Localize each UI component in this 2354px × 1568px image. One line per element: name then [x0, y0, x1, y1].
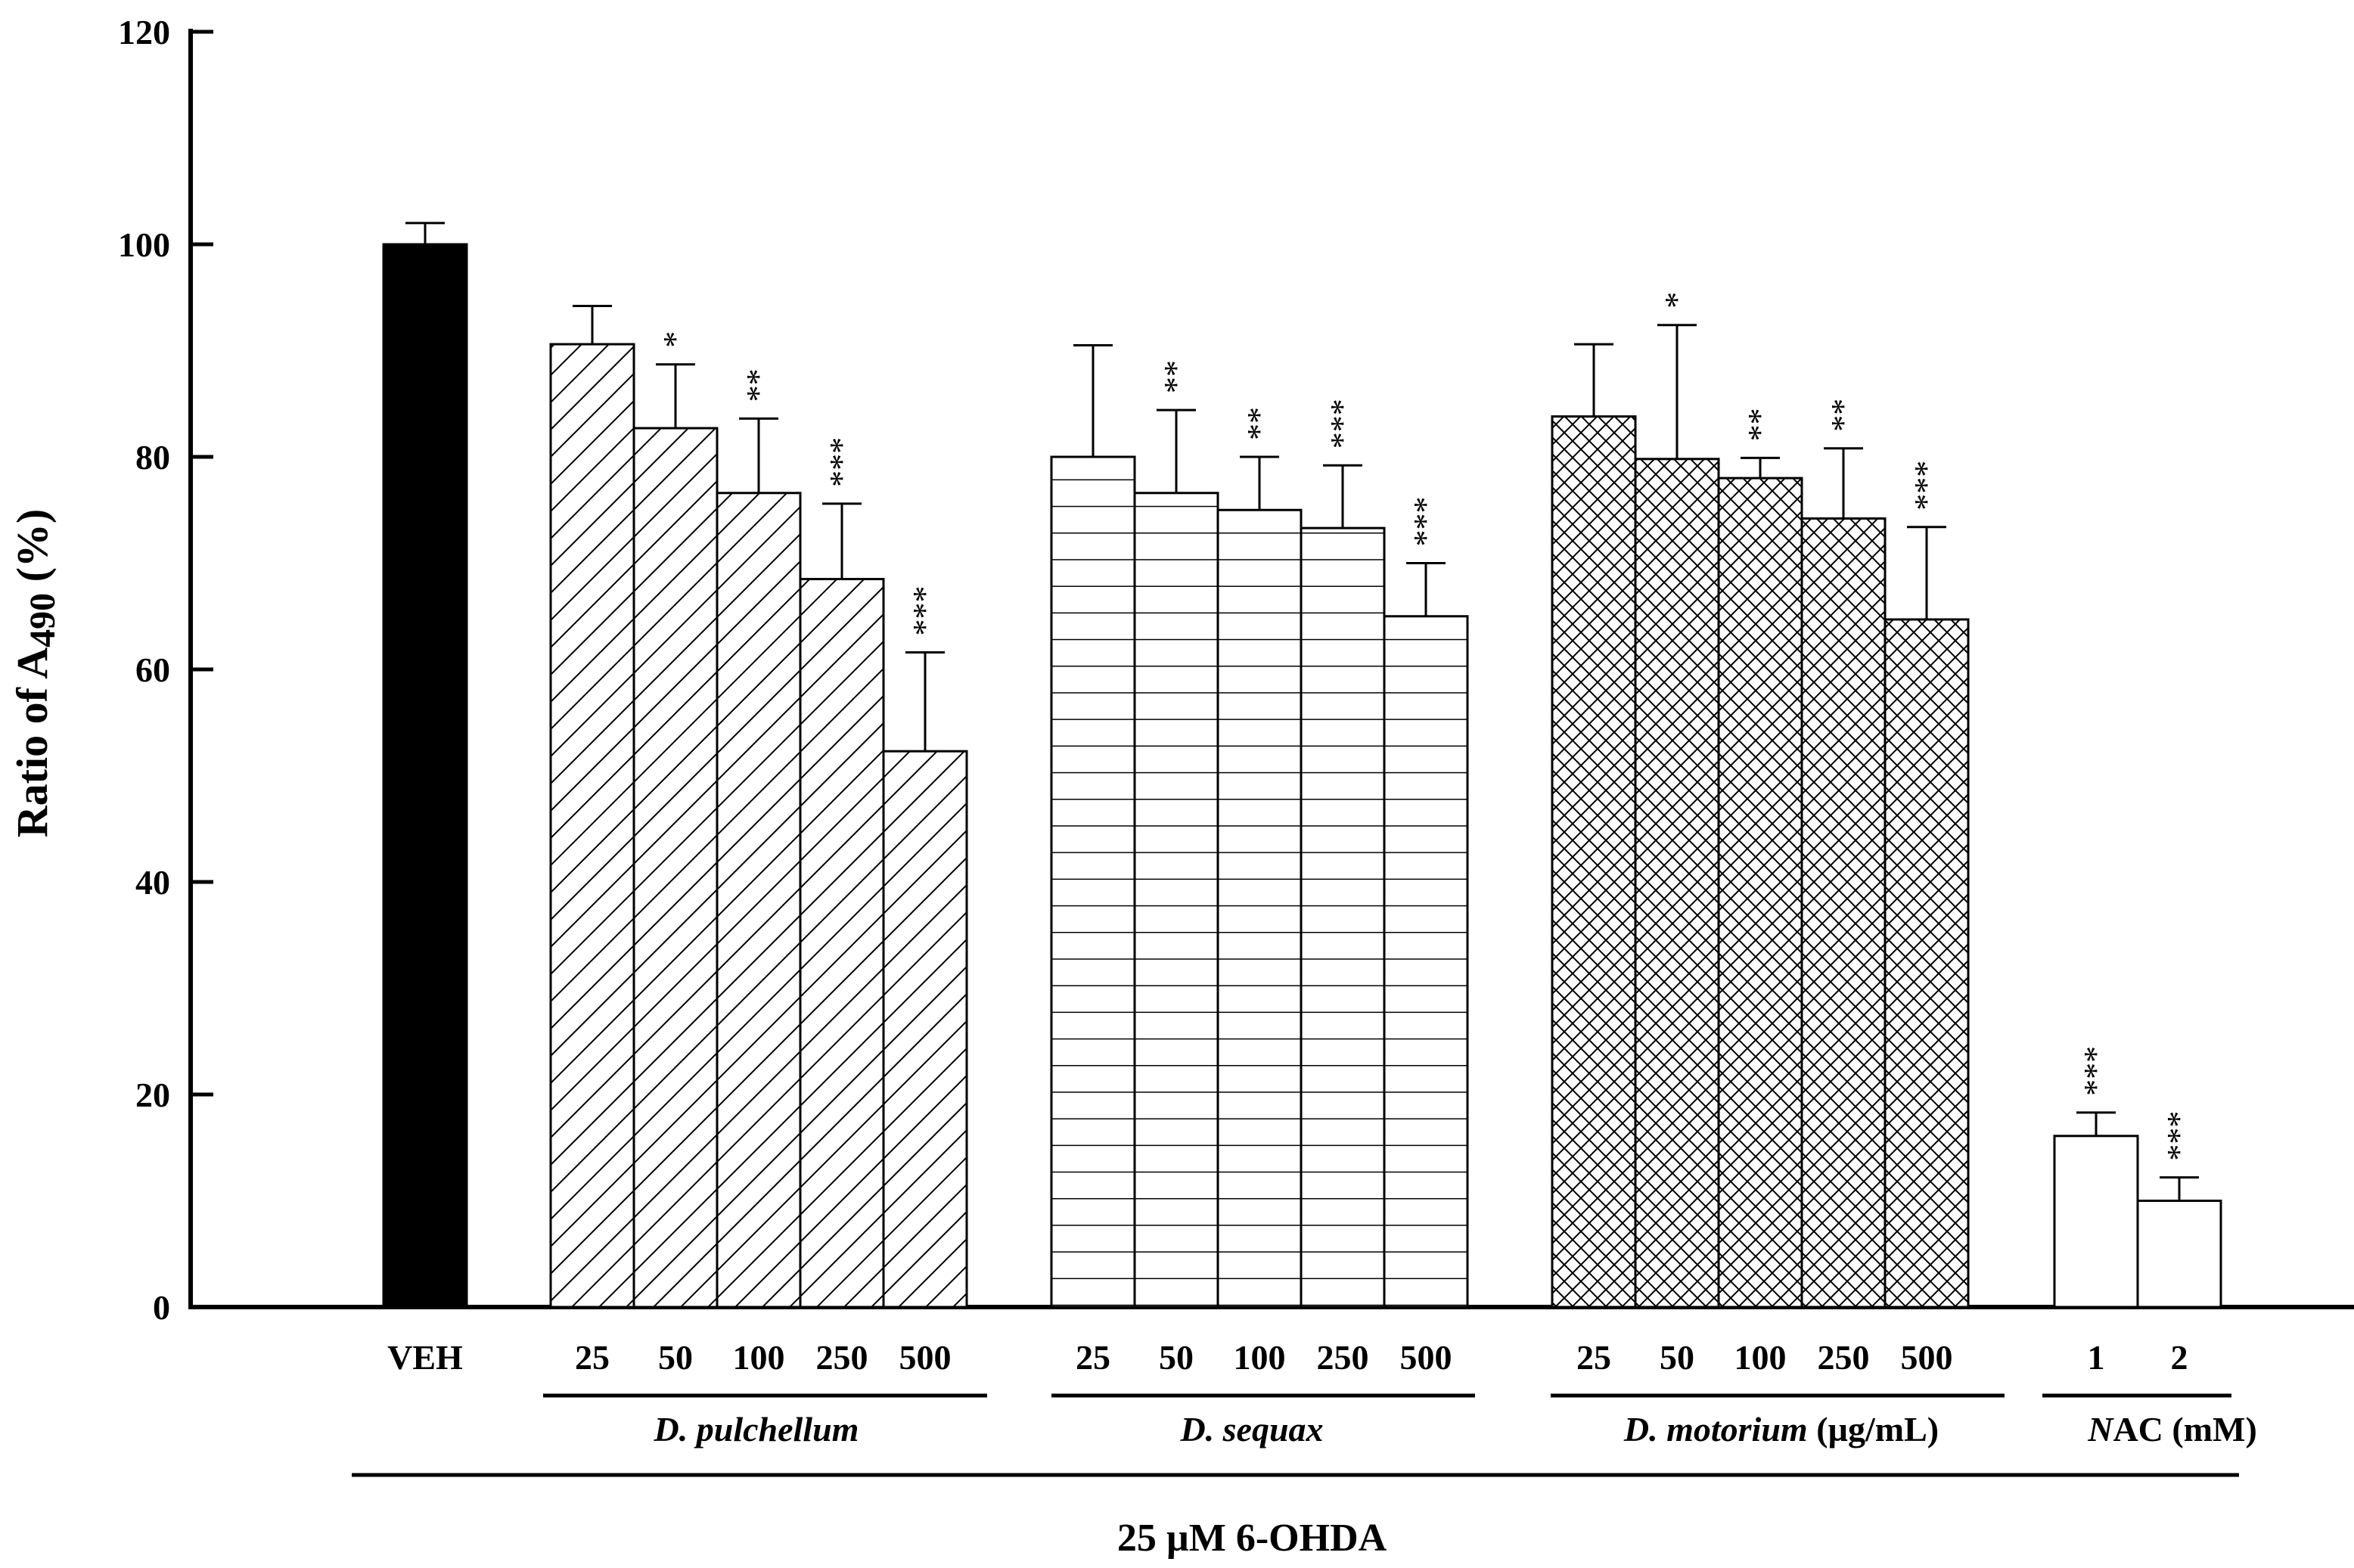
significance-marker: **: [1825, 399, 1862, 432]
axes: 0 20 40 60 80 100 120: [118, 13, 2354, 1327]
group-label: NAC (mM): [2087, 1410, 2257, 1448]
category-label: 250: [1317, 1338, 1369, 1377]
bar: [1551, 415, 1637, 1309]
treatment-label: 25 µM 6-OHDA: [1117, 1517, 1387, 1560]
y-tick-label: 60: [135, 650, 170, 689]
group-label-italic: N: [2087, 1410, 2114, 1448]
significance-marker: **: [1241, 407, 1278, 440]
group-label: D. sequax: [1179, 1410, 1323, 1448]
bar: [1133, 492, 1219, 1309]
category-label: 50: [1660, 1338, 1694, 1377]
category-label: 25: [575, 1338, 610, 1377]
y-tick-label: 100: [118, 225, 170, 264]
y-axis-label-unit: (%): [8, 509, 57, 593]
significance-marker: ***: [1407, 497, 1444, 547]
bars: ************* ********* ***********: [382, 222, 2222, 1309]
bar: [2136, 1200, 2222, 1309]
group-label-italic: D. pulchellum: [654, 1410, 859, 1448]
group-label-italic: D. sequax: [1179, 1410, 1323, 1448]
bar: [1300, 526, 1386, 1309]
y-axis-label-main: Ratio of A: [8, 647, 57, 837]
significance-marker: ***: [906, 586, 943, 636]
significance-marker: *: [1658, 292, 1695, 309]
bar: [799, 578, 885, 1309]
category-label: 500: [1901, 1338, 1953, 1377]
bar: [882, 750, 968, 1309]
significance-marker: *: [657, 331, 694, 348]
y-axis-label-subscript: 490: [23, 593, 63, 647]
bar: [549, 343, 635, 1309]
category-label: 2: [2171, 1338, 2188, 1377]
bar: [1383, 615, 1469, 1309]
group-label-rest: AC (mM): [2113, 1410, 2256, 1448]
svg-text:Ratio of A490 (%): Ratio of A490 (%): [8, 509, 63, 837]
group-label: D. pulchellum: [654, 1410, 859, 1448]
group-label-italic: D. motorium: [1623, 1410, 1808, 1448]
bar: [1800, 517, 1887, 1309]
category-label: 25: [1076, 1338, 1110, 1377]
category-label: 100: [733, 1338, 785, 1377]
category-label: 500: [899, 1338, 952, 1377]
bar: [2053, 1135, 2139, 1309]
significance-marker: ***: [1324, 399, 1361, 449]
group-label: D. motorium (µg/mL): [1623, 1410, 1939, 1448]
y-tick-label: 120: [118, 13, 170, 51]
y-tick-label: 0: [153, 1288, 170, 1327]
y-tick-label: 20: [135, 1076, 170, 1114]
y-tick-label: 80: [135, 438, 170, 477]
y-tick-label: 40: [135, 863, 170, 902]
bar: [1216, 508, 1303, 1309]
bar: [1634, 458, 1720, 1309]
significance-marker: ***: [1908, 461, 1945, 511]
bar: [632, 427, 719, 1309]
significance-marker: **: [1157, 360, 1194, 393]
significance-marker: ***: [823, 437, 860, 487]
category-label: 500: [1400, 1338, 1452, 1377]
category-label: 25: [1576, 1338, 1611, 1377]
category-label: 250: [1818, 1338, 1870, 1377]
category-label: 250: [816, 1338, 868, 1377]
bar: [1050, 455, 1136, 1309]
category-label: 50: [658, 1338, 693, 1377]
category-label: 50: [1159, 1338, 1194, 1377]
category-label: 100: [1734, 1338, 1787, 1377]
y-axis-label: Ratio of A490 (%): [8, 509, 63, 837]
significance-marker: ***: [2160, 1111, 2197, 1161]
significance-marker: ***: [2077, 1046, 2114, 1096]
significance-marker: **: [1741, 408, 1778, 441]
category-label: 1: [2088, 1338, 2105, 1377]
category-label: 100: [1234, 1338, 1286, 1377]
significance-marker: **: [740, 368, 777, 402]
bar: [1717, 477, 1803, 1309]
bar: [1884, 618, 1970, 1309]
group-label-rest: (µg/mL): [1808, 1410, 1939, 1448]
bar: [716, 492, 802, 1309]
bar: [382, 243, 468, 1309]
category-label: VEH: [387, 1338, 463, 1377]
